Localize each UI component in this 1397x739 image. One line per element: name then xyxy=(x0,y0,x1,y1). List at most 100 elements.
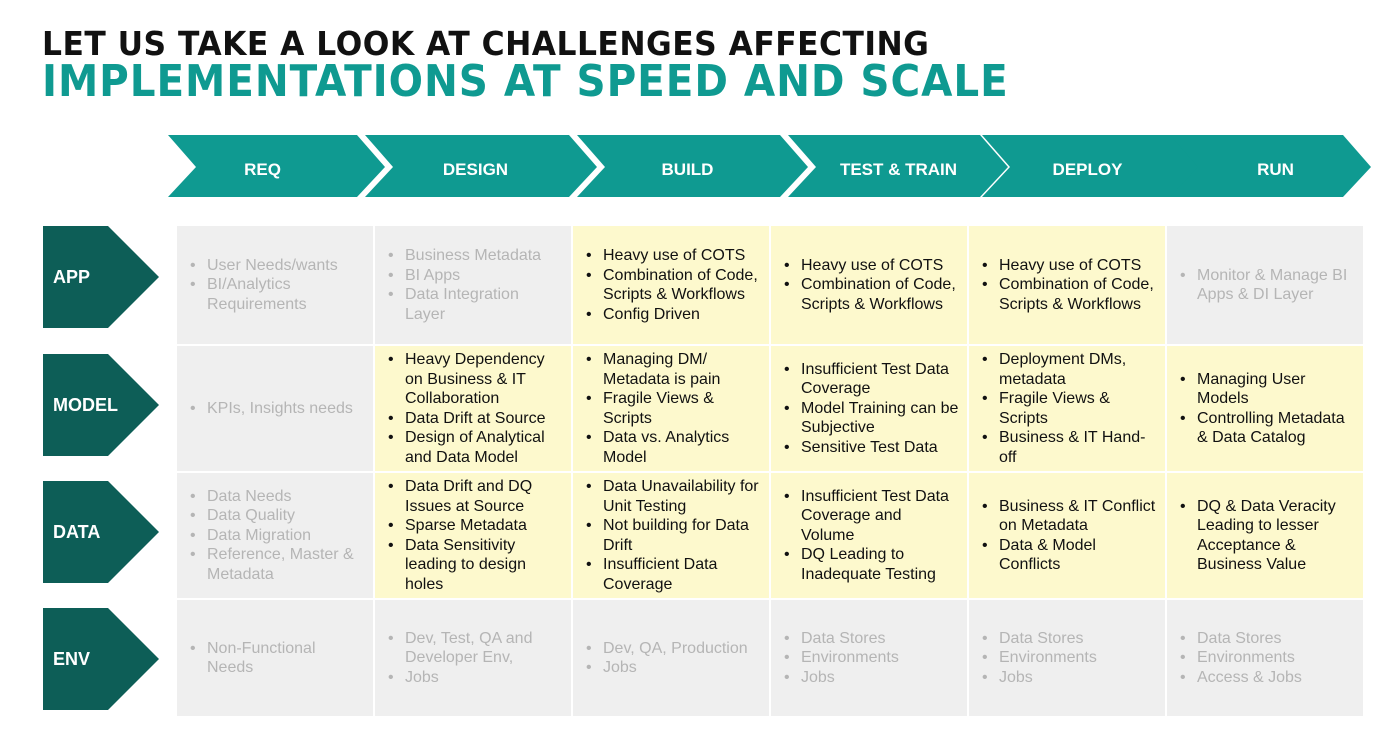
bullet-list: Heavy use of COTSCombination of Code, Sc… xyxy=(979,256,1157,315)
bullet-item: Not building for Data Drift xyxy=(583,516,761,555)
bullet-item: Jobs xyxy=(979,668,1157,688)
stage-label-deploy: DEPLOY xyxy=(1052,160,1123,179)
bullet-item: Environments xyxy=(979,648,1157,668)
bullet-item: Environments xyxy=(781,648,959,668)
bullet-list: Data NeedsData QualityData MigrationRefe… xyxy=(187,487,365,585)
cell-data-run: DQ & Data Veracity Leading to lesser Acc… xyxy=(1167,473,1363,598)
cell-model-deploy: Deployment DMs, metadataFragile Views & … xyxy=(969,346,1165,471)
bullet-item: Managing User Models xyxy=(1177,370,1355,409)
cell-env-design: Dev, Test, QA and Developer Env,Jobs xyxy=(375,600,571,716)
stage-label-build: BUILD xyxy=(661,160,714,179)
bullet-item: Fragile Views & Scripts xyxy=(979,389,1157,428)
bullet-list: Heavy Dependency on Business & IT Collab… xyxy=(385,350,563,467)
bullet-list: Insufficient Test Data CoverageModel Tra… xyxy=(781,360,959,458)
bullet-item: Model Training can be Subjective xyxy=(781,399,959,438)
cell-data-req: Data NeedsData QualityData MigrationRefe… xyxy=(177,473,373,598)
bullet-item: Managing DM/ Metadata is pain xyxy=(583,350,761,389)
cell-model-design: Heavy Dependency on Business & IT Collab… xyxy=(375,346,571,471)
bullet-item: Deployment DMs, metadata xyxy=(979,350,1157,389)
cell-model-run: Managing User ModelsControlling Metadata… xyxy=(1167,346,1363,471)
bullet-list: Dev, Test, QA and Developer Env,Jobs xyxy=(385,629,563,688)
row-label-env: ENV xyxy=(53,649,91,669)
bullet-item: Sparse Metadata xyxy=(385,516,563,536)
bullet-list: Managing User ModelsControlling Metadata… xyxy=(1177,370,1355,448)
cell-app-build: Heavy use of COTSCombination of Code, Sc… xyxy=(573,226,769,344)
bullet-item: Design of Analytical and Data Model xyxy=(385,428,563,467)
stage-label-design: DESIGN xyxy=(442,160,509,179)
bullet-list: DQ & Data Veracity Leading to lesser Acc… xyxy=(1177,497,1355,575)
bullet-item: Dev, QA, Production xyxy=(583,639,761,659)
title-line-1: LET US TAKE A LOOK AT CHALLENGES AFFECTI… xyxy=(42,24,930,63)
bullet-item: Data Migration xyxy=(187,526,365,546)
bullet-item: DQ Leading to Inadequate Testing xyxy=(781,545,959,584)
bullet-item: Business & IT Hand-off xyxy=(979,428,1157,467)
bullet-list: Managing DM/ Metadata is painFragile Vie… xyxy=(583,350,761,467)
bullet-item: DQ & Data Veracity Leading to lesser Acc… xyxy=(1177,497,1355,575)
bullet-item: Insufficient Data Coverage xyxy=(583,555,761,594)
cell-app-deploy: Heavy use of COTSCombination of Code, Sc… xyxy=(969,226,1165,344)
bullet-item: BI Apps xyxy=(385,266,563,286)
bullet-item: Dev, Test, QA and Developer Env, xyxy=(385,629,563,668)
bullet-item: Heavy use of COTS xyxy=(583,246,761,266)
bullet-item: User Needs/wants xyxy=(187,256,365,276)
row-label-app: APP xyxy=(53,267,91,287)
cell-model-test-train: Insufficient Test Data CoverageModel Tra… xyxy=(771,346,967,471)
bullet-list: Data Drift and DQ Issues at SourceSparse… xyxy=(385,477,563,594)
cell-app-design: Business MetadataBI AppsData Integration… xyxy=(375,226,571,344)
bullet-list: Deployment DMs, metadataFragile Views & … xyxy=(979,350,1157,467)
bullet-item: Reference, Master & Metadata xyxy=(187,545,365,584)
bullet-item: Insufficient Test Data Coverage xyxy=(781,360,959,399)
bullet-item: Insufficient Test Data Coverage and Volu… xyxy=(781,487,959,546)
bullet-item: Heavy use of COTS xyxy=(979,256,1157,276)
cell-env-req: Non-Functional Needs xyxy=(177,600,373,716)
bullet-list: Business & IT Conflict on MetadataData &… xyxy=(979,497,1157,575)
bullet-item: Controlling Metadata & Data Catalog xyxy=(1177,409,1355,448)
bullet-item: KPIs, Insights needs xyxy=(187,399,365,419)
bullet-item: Data Drift at Source xyxy=(385,409,563,429)
bullet-list: Data StoresEnvironmentsJobs xyxy=(781,629,959,688)
cell-env-build: Dev, QA, ProductionJobs xyxy=(573,600,769,716)
bullet-item: Non-Functional Needs xyxy=(187,639,365,678)
bullet-item: Environments xyxy=(1177,648,1355,668)
cell-data-build: Data Unavailability for Unit TestingNot … xyxy=(573,473,769,598)
bullet-item: Data Unavailability for Unit Testing xyxy=(583,477,761,516)
bullet-item: Data Stores xyxy=(1177,629,1355,649)
stage-label-run: RUN xyxy=(1257,160,1294,179)
bullet-item: Combination of Code, Scripts & Workflows xyxy=(781,275,959,314)
bullet-item: Business & IT Conflict on Metadata xyxy=(979,497,1157,536)
cell-model-req: KPIs, Insights needs xyxy=(177,346,373,471)
bullet-list: Business MetadataBI AppsData Integration… xyxy=(385,246,563,324)
bullet-item: BI/Analytics Requirements xyxy=(187,275,365,314)
stage-label-req: REQ xyxy=(244,160,281,179)
stage-label-test-train: TEST & TRAIN xyxy=(839,160,958,179)
bullet-list: User Needs/wantsBI/Analytics Requirement… xyxy=(187,256,365,315)
bullet-item: Monitor & Manage BI Apps & DI Layer xyxy=(1177,266,1355,305)
bullet-list: Data StoresEnvironmentsAccess & Jobs xyxy=(1177,629,1355,688)
bullet-list: Data Unavailability for Unit TestingNot … xyxy=(583,477,761,594)
cell-env-test-train: Data StoresEnvironmentsJobs xyxy=(771,600,967,716)
cell-data-test-train: Insufficient Test Data Coverage and Volu… xyxy=(771,473,967,598)
bullet-list: Data StoresEnvironmentsJobs xyxy=(979,629,1157,688)
cell-app-run: Monitor & Manage BI Apps & DI Layer xyxy=(1167,226,1363,344)
bullet-list: Insufficient Test Data Coverage and Volu… xyxy=(781,487,959,585)
bullet-item: Business Metadata xyxy=(385,246,563,266)
bullet-item: Data Needs xyxy=(187,487,365,507)
bullet-item: Heavy Dependency on Business & IT Collab… xyxy=(385,350,563,409)
bullet-item: Jobs xyxy=(781,668,959,688)
bullet-item: Combination of Code, Scripts & Workflows xyxy=(979,275,1157,314)
bullet-item: Data Quality xyxy=(187,506,365,526)
bullet-item: Sensitive Test Data xyxy=(781,438,959,458)
bullet-item: Data vs. Analytics Model xyxy=(583,428,761,467)
bullet-item: Config Driven xyxy=(583,305,761,325)
cell-model-build: Managing DM/ Metadata is painFragile Vie… xyxy=(573,346,769,471)
cell-env-run: Data StoresEnvironmentsAccess & Jobs xyxy=(1167,600,1363,716)
bullet-item: Data Stores xyxy=(979,629,1157,649)
bullet-item: Fragile Views & Scripts xyxy=(583,389,761,428)
bullet-item: Data Sensitivity leading to design holes xyxy=(385,536,563,595)
cell-app-req: User Needs/wantsBI/Analytics Requirement… xyxy=(177,226,373,344)
row-label-model: MODEL xyxy=(53,395,118,415)
cell-data-deploy: Business & IT Conflict on MetadataData &… xyxy=(969,473,1165,598)
bullet-item: Data Stores xyxy=(781,629,959,649)
bullet-item: Jobs xyxy=(583,658,761,678)
bullet-list: Monitor & Manage BI Apps & DI Layer xyxy=(1177,266,1355,305)
